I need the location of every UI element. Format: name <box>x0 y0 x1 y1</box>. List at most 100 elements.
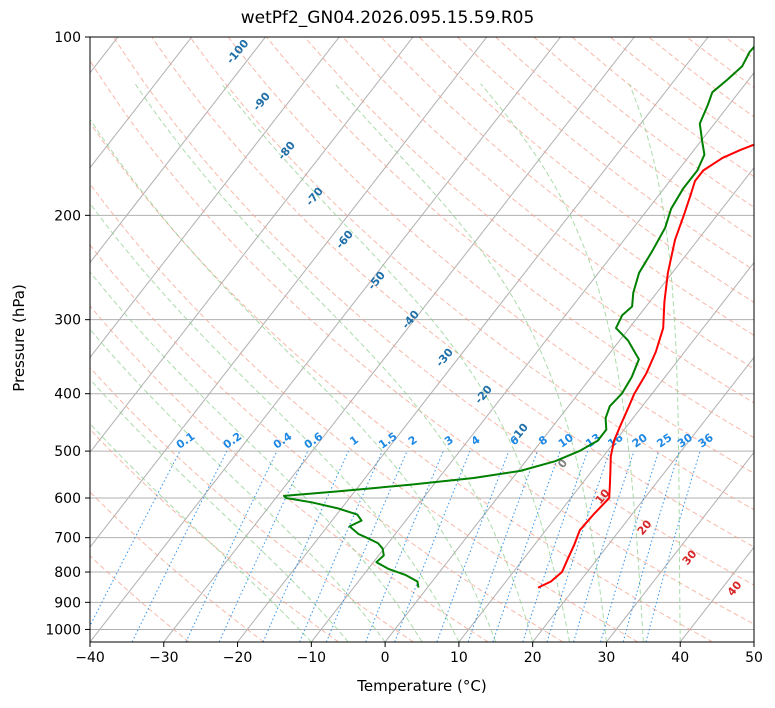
dry-adiabat-line <box>90 60 754 625</box>
dry-adiabat-label: -100 <box>224 37 252 67</box>
dry-adiabat-line <box>724 37 754 60</box>
chart-title: wetPf2_GN04.2026.095.15.59.R05 <box>240 8 535 28</box>
dry-adiabat-line <box>90 555 190 642</box>
y-tick-label: 200 <box>54 208 81 224</box>
moist-adiabat-line <box>221 83 571 642</box>
mixing-ratio-label: 0.1 <box>174 430 197 452</box>
mixing-ratio-line <box>218 450 309 642</box>
x-tick-label: 10 <box>450 650 468 666</box>
mixing-ratio-line <box>546 450 611 642</box>
isotherm-line <box>458 261 754 642</box>
mixing-ratio-label: 1 <box>347 433 361 448</box>
y-tick-label: 300 <box>54 313 81 329</box>
mixing-ratio-label: 4 <box>469 433 483 448</box>
line-labels-layer: -100-90-80-70-60-50-40-30-20-100.1 0.2 0.4… <box>174 37 745 599</box>
x-tick-label: 20 <box>524 650 542 666</box>
isotherm-line <box>753 641 754 642</box>
dry-adiabat-line <box>90 366 414 642</box>
mixing-ratio-line <box>299 450 383 642</box>
dry-adiabat-label: -80 <box>275 139 298 163</box>
isotherm-line <box>90 37 414 454</box>
mixing-ratio-label: 36 <box>696 431 716 451</box>
isotherm-line <box>90 37 193 169</box>
mixing-ratio-line <box>90 450 181 627</box>
moist-adiabat-line <box>90 118 497 642</box>
isotherm-line <box>310 72 754 642</box>
moist-adiabat-line <box>90 271 423 642</box>
mixing-ratio-line <box>522 450 589 642</box>
dry-adiabat-line <box>90 491 265 642</box>
dry-adiabat-label: -70 <box>303 185 326 209</box>
moist-adiabat-line <box>628 83 681 642</box>
mixing-ratio-label: 3 <box>442 433 456 448</box>
y-tick-label: 800 <box>54 565 81 581</box>
mixing-ratio-line <box>262 450 349 642</box>
mixing-ratio-line <box>436 450 510 642</box>
mixing-ratio-line <box>645 450 701 642</box>
isotherm-line <box>90 37 561 642</box>
background-lines-layer <box>90 37 775 642</box>
dry-adiabat-label: -50 <box>365 269 388 293</box>
isotherm-line <box>237 37 709 642</box>
moist-adiabat-line <box>134 83 534 642</box>
mixing-ratio-label: 16 <box>605 431 625 451</box>
moist-adiabat-line <box>334 83 607 642</box>
isotherm-line <box>163 37 635 642</box>
y-tick-label: 500 <box>54 444 81 460</box>
x-tick-label: −20 <box>223 650 253 666</box>
y-tick-label: 600 <box>54 491 81 507</box>
mixing-ratio-line <box>600 450 660 642</box>
dry-adiabat-line <box>90 305 489 642</box>
moist-adiabat-line <box>90 378 349 642</box>
mixing-ratio-label: 25 <box>654 431 674 450</box>
moist-adiabat-line <box>90 328 386 642</box>
mixing-ratio-label: 8 <box>536 433 550 448</box>
y-tick-label: 700 <box>54 531 81 547</box>
mixing-ratio-label: 0.6 <box>302 430 326 452</box>
y-tick-label: 100 <box>54 30 81 46</box>
dry-adiabat-line <box>90 244 564 642</box>
moist-adiabat-line <box>480 83 644 642</box>
mixing-ratio-label: 0.4 <box>271 430 295 452</box>
mixing-ratio-line <box>573 450 635 642</box>
dry-adiabat-line <box>227 37 754 474</box>
isotherm-line <box>384 166 754 642</box>
isotherm-line <box>90 37 266 264</box>
mixing-ratio-line <box>394 450 471 642</box>
mixing-ratio-line <box>131 450 228 642</box>
isotherm-line <box>90 37 488 548</box>
dry-adiabat-line <box>151 37 754 548</box>
y-tick-label: 400 <box>54 387 81 403</box>
temperature-profile-line <box>537 143 754 589</box>
mixing-ratio-line <box>325 450 408 642</box>
dry-adiabat-line <box>113 37 754 586</box>
moist-adiabat-label: 30 <box>680 547 700 567</box>
dry-adiabat-line <box>304 37 754 404</box>
x-tick-label: 0 <box>381 650 390 666</box>
dry-adiabat-label: -60 <box>333 228 356 252</box>
dry-adiabat-label: -90 <box>250 90 273 114</box>
dry-adiabat-label: -40 <box>399 308 422 332</box>
x-tick-label: −30 <box>149 650 179 666</box>
moist-adiabat-line <box>90 202 460 642</box>
isotherm-line <box>532 356 754 642</box>
mixing-ratio-line <box>467 450 538 642</box>
dry-adiabat-line <box>763 37 775 642</box>
dry-adiabat-line <box>571 37 754 178</box>
x-tick-label: 40 <box>671 650 689 666</box>
dry-adiabat-label: -20 <box>472 383 495 407</box>
y-axis-label: Pressure (hPa) <box>10 284 28 392</box>
dry-adiabat-line <box>418 37 754 303</box>
mixing-ratio-line <box>365 450 444 642</box>
axes-layer: −40 −30 −20 −10 0 10 20 30 40 50 100 200 300 400 500 60… <box>45 30 763 666</box>
x-tick-label: −10 <box>297 650 327 666</box>
mixing-ratio-label: 10 <box>556 431 576 451</box>
y-tick-label: 1000 <box>45 622 81 638</box>
plot-frame <box>89 36 755 643</box>
dry-adiabat-line <box>90 183 639 642</box>
x-tick-label: 50 <box>745 650 763 666</box>
x-tick-label: −40 <box>75 650 105 666</box>
isotherm-line <box>606 451 754 642</box>
x-axis-label: Temperature (°C) <box>357 677 487 695</box>
